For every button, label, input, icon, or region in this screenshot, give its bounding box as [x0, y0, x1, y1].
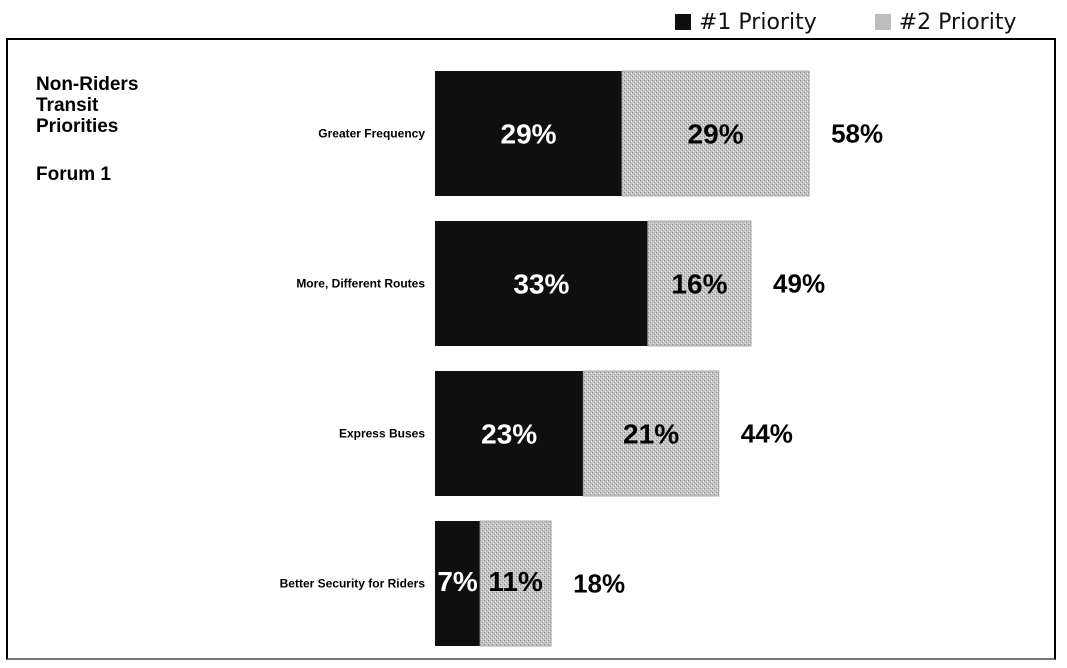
category-label: More, Different Routes	[296, 277, 425, 291]
title-line-3: Priorities	[36, 116, 119, 137]
title-line-1: Non-Riders	[36, 74, 139, 95]
legend-item-priority-1: #1 Priority	[675, 10, 817, 35]
category-label: Greater Frequency	[318, 127, 425, 141]
legend-swatch-priority-2	[874, 14, 891, 30]
bar-value-label-priority-2: 16%	[671, 269, 727, 300]
title-line-2: Transit	[36, 95, 99, 116]
legend-swatch-priority-1	[675, 14, 691, 30]
bar-value-label-priority-2: 29%	[688, 119, 744, 150]
bar-priority-1	[435, 521, 481, 646]
bar-priority-2	[582, 370, 720, 497]
forum-label: Forum 1	[36, 164, 111, 185]
bar-value-label-priority-2: 21%	[623, 419, 679, 450]
bar-total-label: 58%	[831, 119, 883, 149]
legend-item-priority-2: #2 Priority	[874, 9, 1017, 35]
bar-value-label-priority-2: 11%	[488, 566, 543, 597]
legend-label-priority-2: #2 Priority	[898, 9, 1017, 35]
chart-title: Non-Riders Transit Priorities Forum 1	[36, 74, 138, 185]
category-label: Better Security for Riders	[280, 577, 426, 591]
category-label: Express Buses	[339, 427, 425, 441]
bar-value-label-priority-1: 33%	[513, 269, 569, 300]
bar-total-label: 44%	[741, 419, 793, 449]
bar-value-label-priority-1: 29%	[501, 119, 557, 150]
legend-label-priority-1: #1 Priority	[699, 9, 817, 35]
bar-priority-1	[435, 371, 584, 496]
bar-total-label: 18%	[573, 569, 625, 599]
bar-priority-1	[435, 221, 648, 346]
bar-value-label-priority-1: 23%	[481, 419, 537, 450]
bar-priority-2	[647, 220, 752, 347]
chart-legend: #1 Priority #2 Priority	[675, 6, 1016, 38]
bar-priority-2	[621, 70, 810, 197]
chart-frame	[6, 38, 1056, 660]
bar-priority-1	[435, 71, 623, 196]
bar-priority-2	[479, 520, 552, 647]
bar-total-label: 49%	[773, 269, 825, 299]
bar-value-label-priority-1: 7%	[437, 566, 478, 597]
